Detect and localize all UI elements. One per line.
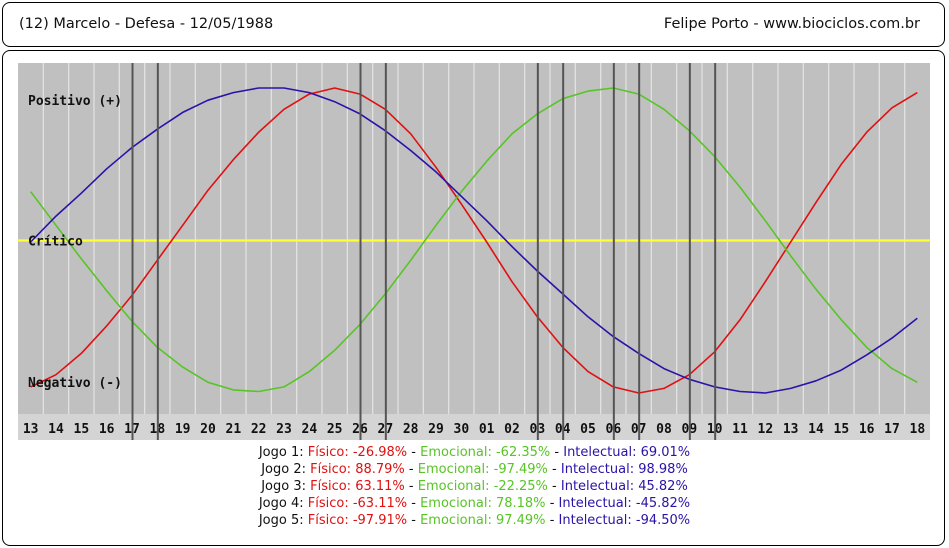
series-fisico	[30, 87, 918, 394]
x-axis-strip: 1314151617181920212223242526272829300102…	[18, 414, 930, 440]
x-tick-label: 16	[99, 422, 115, 437]
game-intelectual: Intelectual: -94.50%	[558, 513, 691, 528]
x-tick-label: 11	[732, 422, 748, 437]
x-tick-label: 02	[504, 422, 520, 437]
game-label: Jogo 1:	[258, 445, 304, 460]
x-tick-label: 22	[251, 422, 267, 437]
x-tick-label: 15	[74, 422, 90, 437]
game-fisico: Físico: -26.98%	[307, 445, 408, 460]
game-intelectual: Intelectual: 69.01%	[563, 445, 691, 460]
x-tick-label: 24	[302, 422, 318, 437]
level-labels: Positivo (+) Crítico Negativo (-)	[28, 94, 122, 391]
x-tick-label: 19	[175, 422, 191, 437]
x-tick-label: 01	[479, 422, 495, 437]
game-intelectual: Intelectual: 45.82%	[560, 479, 688, 494]
game-label: Jogo 3:	[261, 479, 306, 494]
x-tick-label: 30	[454, 422, 470, 437]
player-info: (12) Marcelo - Defesa - 12/05/1988	[19, 16, 274, 32]
series-layer	[30, 87, 918, 394]
header-bar: (12) Marcelo - Defesa - 12/05/1988 Felip…	[2, 2, 945, 47]
game-fisico: Físico: 63.11%	[310, 479, 405, 494]
game-emocional: Emocional: -97.49%	[417, 462, 548, 477]
x-tick-label: 23	[276, 422, 292, 437]
x-tick-label: 14	[808, 422, 824, 437]
games-summary: Jogo 1: Físico: -26.98% - Emocional: -62…	[0, 444, 949, 529]
x-tick-label: 13	[23, 422, 39, 437]
game-emocional: Emocional: 97.49%	[420, 513, 546, 528]
game-emocional: Emocional: -62.35%	[420, 445, 551, 460]
series-emocional	[30, 87, 918, 393]
x-axis-band	[18, 414, 930, 440]
x-tick-label: 13	[783, 422, 799, 437]
x-tick-label: 28	[403, 422, 419, 437]
x-tick-label: 12	[758, 422, 774, 437]
game-intelectual: Intelectual: -45.82%	[558, 496, 691, 511]
x-tick-label: 29	[428, 422, 444, 437]
x-tick-label: 15	[834, 422, 850, 437]
game-fisico: Físico: 88.79%	[310, 462, 405, 477]
x-tick-label: 05	[580, 422, 596, 437]
game-emocional: Emocional: -22.25%	[417, 479, 548, 494]
critical-label: Crítico	[28, 235, 83, 250]
game-line: Jogo 5: Físico: -97.91% - Emocional: 97.…	[258, 513, 691, 528]
series-intelectual	[30, 87, 918, 394]
x-tick-label: 17	[884, 422, 900, 437]
x-tick-label: 20	[200, 422, 216, 437]
game-line: Jogo 2: Físico: 88.79% - Emocional: -97.…	[261, 462, 688, 477]
x-tick-label: 16	[859, 422, 875, 437]
game-label: Jogo 4:	[258, 496, 304, 511]
game-markers	[131, 63, 717, 440]
site-credit: Felipe Porto - www.biociclos.com.br	[663, 16, 920, 32]
game-fisico: Físico: -63.11%	[307, 496, 408, 511]
positive-label: Positivo (+)	[28, 94, 122, 109]
x-tick-label: 21	[226, 422, 242, 437]
game-label: Jogo 2:	[261, 462, 306, 477]
x-tick-label: 14	[48, 422, 64, 437]
game-label: Jogo 5:	[258, 513, 304, 528]
x-tick-label: 18	[910, 422, 926, 437]
x-tick-label: 08	[656, 422, 672, 437]
game-line: Jogo 1: Físico: -26.98% - Emocional: -62…	[258, 445, 691, 460]
game-line: Jogo 4: Físico: -63.11% - Emocional: 78.…	[258, 496, 691, 511]
grid	[42, 63, 906, 440]
game-intelectual: Intelectual: 98.98%	[560, 462, 688, 477]
negative-label: Negativo (-)	[28, 376, 122, 391]
game-fisico: Físico: -97.91%	[307, 513, 408, 528]
game-emocional: Emocional: 78.18%	[420, 496, 546, 511]
x-tick-label: 25	[327, 422, 343, 437]
game-line: Jogo 3: Físico: 63.11% - Emocional: -22.…	[261, 479, 688, 494]
